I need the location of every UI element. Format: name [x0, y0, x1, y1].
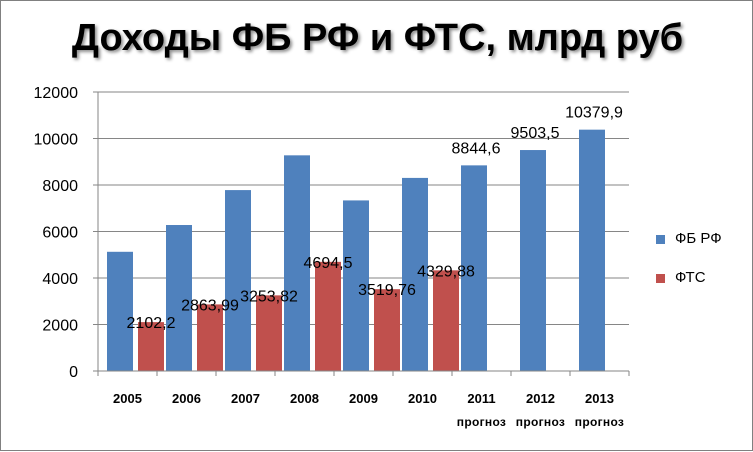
y-tick-label: 2000: [42, 318, 78, 335]
bar-fts: [138, 322, 164, 371]
x-tick-label: 2013: [585, 391, 614, 406]
bars: [107, 129, 605, 371]
data-label-fts: 4694,5: [304, 255, 353, 272]
bar-fb: [402, 177, 428, 371]
y-tick-label: 6000: [42, 225, 78, 242]
legend-swatch-fb: [656, 234, 665, 244]
x-tick-label: 2009: [349, 391, 378, 406]
y-tick-label: 4000: [42, 271, 78, 288]
x-tick-label: 2006: [172, 391, 201, 406]
x-tick-label: 2010: [408, 391, 437, 406]
x-tick-label: 2007: [231, 391, 260, 406]
legend-item-fb: ФБ РФ: [656, 230, 722, 247]
y-tick-label: 10000: [34, 132, 79, 149]
data-label-fb: 8844,6: [452, 140, 501, 157]
bar-fts: [197, 304, 223, 371]
data-label-fts: 3253,82: [240, 288, 298, 305]
y-tick-label: 8000: [42, 178, 78, 195]
legend-item-fts: ФТС: [656, 269, 706, 286]
y-tick-label: 0: [69, 364, 78, 381]
bar-fts: [433, 270, 459, 371]
x-tick-note: прогноз: [575, 415, 624, 429]
bar-fts: [315, 261, 341, 371]
data-label-fts: 2863,99: [181, 297, 239, 314]
data-label-fts: 4329,88: [417, 263, 475, 280]
bar-fb: [461, 165, 487, 371]
legend-swatch-fts: [656, 273, 665, 283]
bar-fb: [284, 155, 310, 371]
data-label-fts: 2102,2: [127, 315, 176, 332]
bar-fb: [166, 225, 192, 371]
data-label-fb: 10379,9: [565, 105, 623, 122]
bar-fb: [107, 251, 133, 371]
x-tick-label: 2011: [467, 391, 495, 406]
bar-fts: [374, 289, 400, 371]
legend-label-fb: ФБ РФ: [675, 230, 722, 247]
data-label-fts: 3519,76: [358, 282, 416, 299]
y-tick-label: 12000: [34, 85, 79, 102]
data-label-fb: 9503,5: [511, 125, 560, 142]
axes: 0 2000 4000 6000 8000 10000 12000 2005 2006 2007 2…: [34, 85, 630, 429]
bar-fb: [579, 129, 605, 371]
x-tick-label: 2005: [113, 391, 142, 406]
x-tick-label: 2012: [526, 391, 555, 406]
chart-title: Доходы ФБ РФ и ФТС, млрд руб: [71, 17, 684, 59]
x-tick-note: прогноз: [457, 415, 506, 429]
bar-fts: [256, 295, 282, 371]
bar-fb: [343, 200, 369, 371]
bar-fb: [520, 150, 546, 371]
legend-label-fts: ФТС: [675, 269, 706, 286]
x-tick-note: прогноз: [516, 415, 565, 429]
bar-fb: [225, 190, 251, 371]
x-tick-label: 2008: [290, 391, 319, 406]
